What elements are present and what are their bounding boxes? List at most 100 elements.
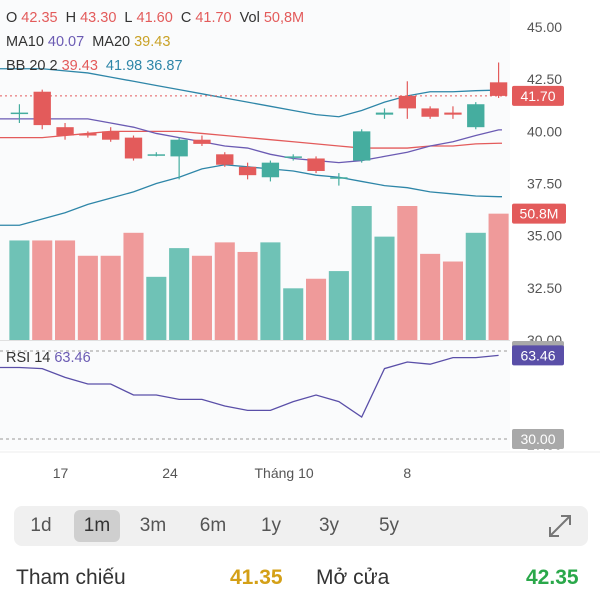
candle-body [375, 112, 394, 115]
bollinger-bands [0, 68, 502, 226]
candle [102, 127, 120, 142]
ohlc-readout: O 42.35 H 43.30 L 41.60 C 41.70 Vol 50,8M [6, 10, 305, 26]
candle-body [102, 131, 120, 140]
candle [489, 62, 508, 98]
candle [398, 81, 416, 119]
range-selector: 1d 1m 3m 6m 1y 3y 5y [14, 506, 588, 546]
y-tick-label: 40.00 [527, 123, 562, 139]
volume-bar [442, 261, 463, 340]
rsi-line [0, 354, 499, 418]
x-tick-label: 17 [53, 465, 69, 481]
x-tick-label: Tháng 10 [255, 465, 314, 481]
range-1y-button[interactable]: 1y [260, 515, 282, 536]
volume-bars [9, 206, 509, 340]
volume-bar [55, 240, 76, 340]
candle-body [193, 139, 211, 144]
candle [56, 123, 74, 140]
open-price-label: Mở cửa [316, 566, 390, 589]
bb-readout: BB 20 2 39.43 41.98 36.87 [6, 58, 183, 74]
x-tick-label: 24 [162, 465, 178, 481]
rsi-readout: RSI 14 63.46 [6, 350, 91, 366]
volume-bar [351, 206, 372, 340]
range-1d-button[interactable]: 1d [30, 515, 52, 536]
volume-bar [260, 242, 281, 340]
candle-body [216, 154, 234, 165]
candle [330, 173, 348, 186]
candle-body [489, 82, 508, 96]
candle-body [398, 95, 416, 109]
range-5y-button[interactable]: 5y [378, 515, 400, 536]
range-3m-button[interactable]: 3m [139, 515, 167, 536]
candle [353, 129, 371, 163]
volume-bar [237, 251, 258, 340]
rsi-panel [0, 340, 510, 440]
open-price-value: 42.35 [526, 566, 579, 589]
x-tick-label: 8 [403, 465, 411, 481]
volume-bar [374, 236, 395, 340]
candle [124, 135, 143, 161]
candle-body [124, 137, 143, 159]
volume-bar [123, 232, 144, 340]
ma-readout: MA10 40.07 MA20 39.43 [6, 34, 171, 50]
rsi-level-tag [512, 429, 564, 449]
y-tick-label: 35.00 [527, 228, 562, 244]
candle [467, 102, 485, 130]
volume-bar [397, 206, 418, 340]
candle-body [170, 139, 188, 157]
candle-body [261, 162, 280, 178]
volume-tag [512, 203, 566, 224]
y-tick-label: 37.50 [527, 176, 562, 192]
volume-bar [32, 240, 53, 340]
reference-price-label: Tham chiếu [16, 566, 126, 589]
range-1m-button[interactable]: 1m [74, 510, 120, 542]
volume-bar [488, 213, 509, 340]
rsi-value-label: 63.46 [520, 347, 555, 363]
candle-body [10, 112, 29, 115]
volume-bar [283, 288, 304, 340]
candle-body [238, 166, 257, 176]
candle-body [147, 154, 165, 156]
y-tick-label: 45.00 [527, 19, 562, 35]
last-price-tag [512, 85, 564, 106]
candle [261, 160, 280, 182]
bb-lower-line [0, 164, 502, 226]
candles [10, 62, 508, 186]
candle [33, 89, 51, 130]
price-chart[interactable]: 45.00 42.50 40.00 37.50 35.00 32.50 30.00 41.70… [0, 0, 600, 490]
volume-bar [465, 232, 486, 340]
bb-upper-line [0, 68, 502, 118]
candle-body [421, 108, 439, 117]
range-3y-button[interactable]: 3y [318, 515, 340, 536]
volume-bar [9, 240, 30, 340]
expand-icon[interactable] [546, 512, 574, 540]
candle-body [467, 104, 485, 128]
candle [284, 154, 302, 161]
reference-price-value: 41.35 [230, 566, 283, 589]
volume-bar [420, 253, 441, 340]
range-6m-button[interactable]: 6m [199, 515, 227, 536]
candle-body [79, 133, 97, 136]
candle [444, 106, 462, 119]
candle-body [56, 127, 74, 136]
volume-bar [328, 271, 349, 340]
candle-body [284, 156, 302, 158]
volume-bar [191, 255, 212, 340]
volume-bar [146, 276, 167, 340]
y-tick-label: 42.50 [527, 71, 562, 87]
volume-bar [169, 248, 190, 340]
candle-body [353, 131, 371, 161]
candle [216, 152, 234, 167]
volume-tag-label: 50.8M [520, 206, 559, 222]
last-price-label: 41.70 [520, 88, 555, 104]
candle-body [330, 177, 348, 179]
candle-body [444, 112, 462, 115]
candle-body [33, 91, 51, 126]
axes: 45.00 42.50 40.00 37.50 35.00 32.50 30.00 41.70… [53, 19, 566, 481]
volume-bar [77, 255, 98, 340]
volume-bar [306, 278, 327, 340]
candle [10, 104, 29, 124]
volume-bar [214, 242, 235, 340]
candle [79, 131, 97, 138]
candle [421, 106, 439, 119]
y-tick-label: 32.50 [527, 280, 562, 296]
